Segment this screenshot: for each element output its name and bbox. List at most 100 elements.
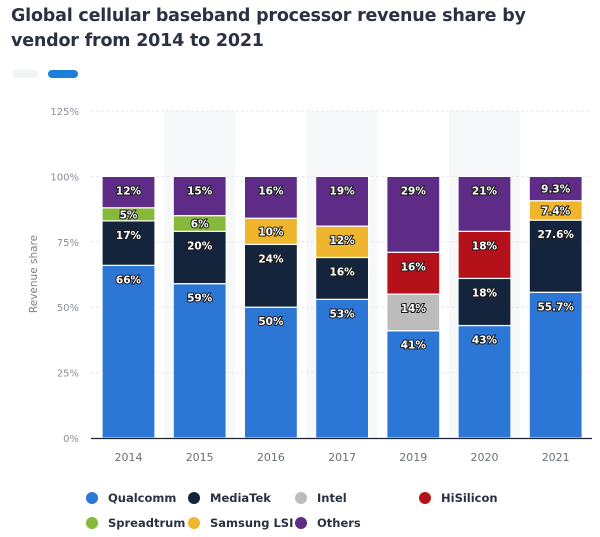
bar-segment-others[interactable] bbox=[528, 175, 583, 202]
data-label: 41% bbox=[401, 340, 427, 352]
legend-item-spreadtrum[interactable]: Spreadtrum bbox=[86, 514, 185, 532]
legend-label: MediaTek bbox=[210, 491, 271, 505]
legend-dot-icon bbox=[295, 492, 307, 504]
bar-segment-others[interactable] bbox=[243, 175, 298, 219]
bar-group-2016: 50% 24% 10% 16% bbox=[243, 175, 298, 439]
data-label: 21% bbox=[472, 185, 498, 197]
y-tick-label: 25% bbox=[57, 369, 79, 380]
bar-segment-qualcomm[interactable] bbox=[101, 264, 156, 439]
data-label: 18% bbox=[472, 287, 498, 299]
bar-segment-mediatek[interactable] bbox=[315, 256, 370, 300]
bar-segment-others[interactable] bbox=[457, 175, 512, 232]
data-label: 16% bbox=[330, 266, 356, 278]
bar-segment-others[interactable] bbox=[386, 175, 441, 253]
legend-dot-icon bbox=[419, 492, 431, 504]
data-label: 27.6% bbox=[537, 229, 574, 241]
x-tick-label: 2014 bbox=[115, 451, 143, 464]
bar-segment-others[interactable] bbox=[315, 175, 370, 227]
data-label: 17% bbox=[116, 230, 142, 242]
data-label: 6% bbox=[191, 218, 209, 230]
y-axis-ticks: 0% 25% 50% 75% 100% 125% bbox=[50, 107, 79, 445]
y-tick-label: 125% bbox=[50, 107, 79, 118]
data-label: 7.4% bbox=[541, 205, 571, 217]
bar-group-2019: 41% 14% 16% 29% bbox=[386, 175, 441, 439]
legend-label: Others bbox=[317, 516, 361, 530]
legend-label: Samsung LSI bbox=[210, 516, 294, 530]
data-label: 53% bbox=[330, 308, 356, 320]
bars: 66% 17% 5% 12% 59% 20% 6% 15% 50% 24% 10% 16% 53% 16%… bbox=[101, 175, 583, 439]
data-label: 14% bbox=[401, 303, 427, 315]
x-tick-label: 2019 bbox=[399, 451, 427, 464]
data-label: 55.7% bbox=[537, 301, 574, 313]
bar-segment-intel[interactable] bbox=[386, 293, 441, 332]
bar-segment-qualcomm[interactable] bbox=[243, 306, 298, 439]
data-label: 18% bbox=[472, 240, 498, 252]
data-label: 5% bbox=[120, 209, 138, 221]
bar-segment-mediatek[interactable] bbox=[457, 277, 512, 327]
bar-segment-mediatek[interactable] bbox=[243, 243, 298, 308]
x-tick-label: 2021 bbox=[542, 451, 570, 464]
bar-segment-qualcomm[interactable] bbox=[386, 330, 441, 439]
data-label: 59% bbox=[187, 293, 213, 305]
chart-legend: Qualcomm MediaTek Intel HiSilicon Spreadtrum… bbox=[86, 489, 566, 534]
data-label: 12% bbox=[116, 185, 142, 197]
legend-dot-icon bbox=[188, 517, 200, 529]
x-tick-label: 2015 bbox=[186, 451, 214, 464]
y-tick-label: 75% bbox=[57, 238, 79, 249]
bar-segment-hisilicon[interactable] bbox=[386, 251, 441, 295]
data-label: 50% bbox=[258, 316, 284, 328]
data-label: 10% bbox=[258, 226, 284, 238]
x-tick-label: 2017 bbox=[328, 451, 356, 464]
legend-dot-icon bbox=[295, 517, 307, 529]
chart-title: Global cellular baseband processor reven… bbox=[11, 6, 526, 51]
y-tick-label: 0% bbox=[63, 434, 79, 445]
bar-segment-samsung-lsi[interactable] bbox=[315, 225, 370, 259]
bar-segment-samsung-lsi[interactable] bbox=[243, 217, 298, 246]
legend-label: Qualcomm bbox=[108, 491, 177, 505]
x-axis-ticks: 2014 2015 2016 2017 2019 2020 2021 bbox=[115, 451, 570, 464]
legend-item-others[interactable]: Others bbox=[295, 514, 361, 532]
y-axis-label: Revenue share bbox=[28, 235, 40, 313]
data-label: 16% bbox=[258, 185, 284, 197]
bar-segment-others[interactable] bbox=[101, 175, 156, 209]
data-label: 16% bbox=[401, 261, 427, 273]
legend-item-samsung-lsi[interactable]: Samsung LSI bbox=[188, 514, 293, 532]
legend-label: HiSilicon bbox=[441, 491, 498, 505]
legend-label: Intel bbox=[317, 491, 347, 505]
legend-dot-icon bbox=[86, 517, 98, 529]
bar-group-2017: 53% 16% 12% 19% bbox=[315, 175, 370, 439]
data-label: 20% bbox=[187, 240, 213, 252]
bar-segment-qualcomm[interactable] bbox=[528, 291, 583, 439]
bar-group-2020: 43% 18% 18% 21% bbox=[457, 175, 512, 439]
legend-item-qualcomm[interactable]: Qualcomm bbox=[86, 489, 176, 507]
bar-segment-mediatek[interactable] bbox=[172, 230, 227, 285]
tab-table-view[interactable] bbox=[48, 70, 78, 78]
tab-chart-view[interactable] bbox=[12, 70, 38, 78]
x-tick-label: 2020 bbox=[471, 451, 499, 464]
bar-segment-others[interactable] bbox=[172, 175, 227, 217]
bar-segment-qualcomm[interactable] bbox=[315, 298, 370, 439]
legend-label: Spreadtrum bbox=[108, 516, 186, 530]
legend-item-hisilicon[interactable]: HiSilicon bbox=[419, 489, 498, 507]
legend-item-mediatek[interactable]: MediaTek bbox=[188, 489, 271, 507]
bar-group-2014: 66% 17% 5% 12% bbox=[101, 175, 156, 439]
bar-segment-hisilicon[interactable] bbox=[457, 230, 512, 280]
bar-segment-mediatek[interactable] bbox=[528, 219, 583, 293]
y-tick-label: 50% bbox=[57, 303, 79, 314]
data-label: 15% bbox=[187, 185, 213, 197]
data-label: 43% bbox=[472, 335, 498, 347]
legend-item-intel[interactable]: Intel bbox=[295, 489, 347, 507]
bar-group-2015: 59% 20% 6% 15% bbox=[172, 175, 227, 439]
y-tick-label: 100% bbox=[50, 172, 79, 183]
data-label: 24% bbox=[258, 253, 284, 265]
bar-group-2021: 55.7% 27.6% 7.4% 9.3% bbox=[528, 175, 583, 439]
bar-segment-qualcomm[interactable] bbox=[172, 283, 227, 439]
x-tick-label: 2016 bbox=[257, 451, 285, 464]
legend-dot-icon bbox=[188, 492, 200, 504]
data-label: 9.3% bbox=[541, 184, 571, 196]
data-label: 12% bbox=[330, 235, 356, 247]
bar-segment-mediatek[interactable] bbox=[101, 220, 156, 266]
legend-dot-icon bbox=[86, 492, 98, 504]
data-label: 19% bbox=[330, 185, 356, 197]
bar-segment-qualcomm[interactable] bbox=[457, 324, 512, 439]
